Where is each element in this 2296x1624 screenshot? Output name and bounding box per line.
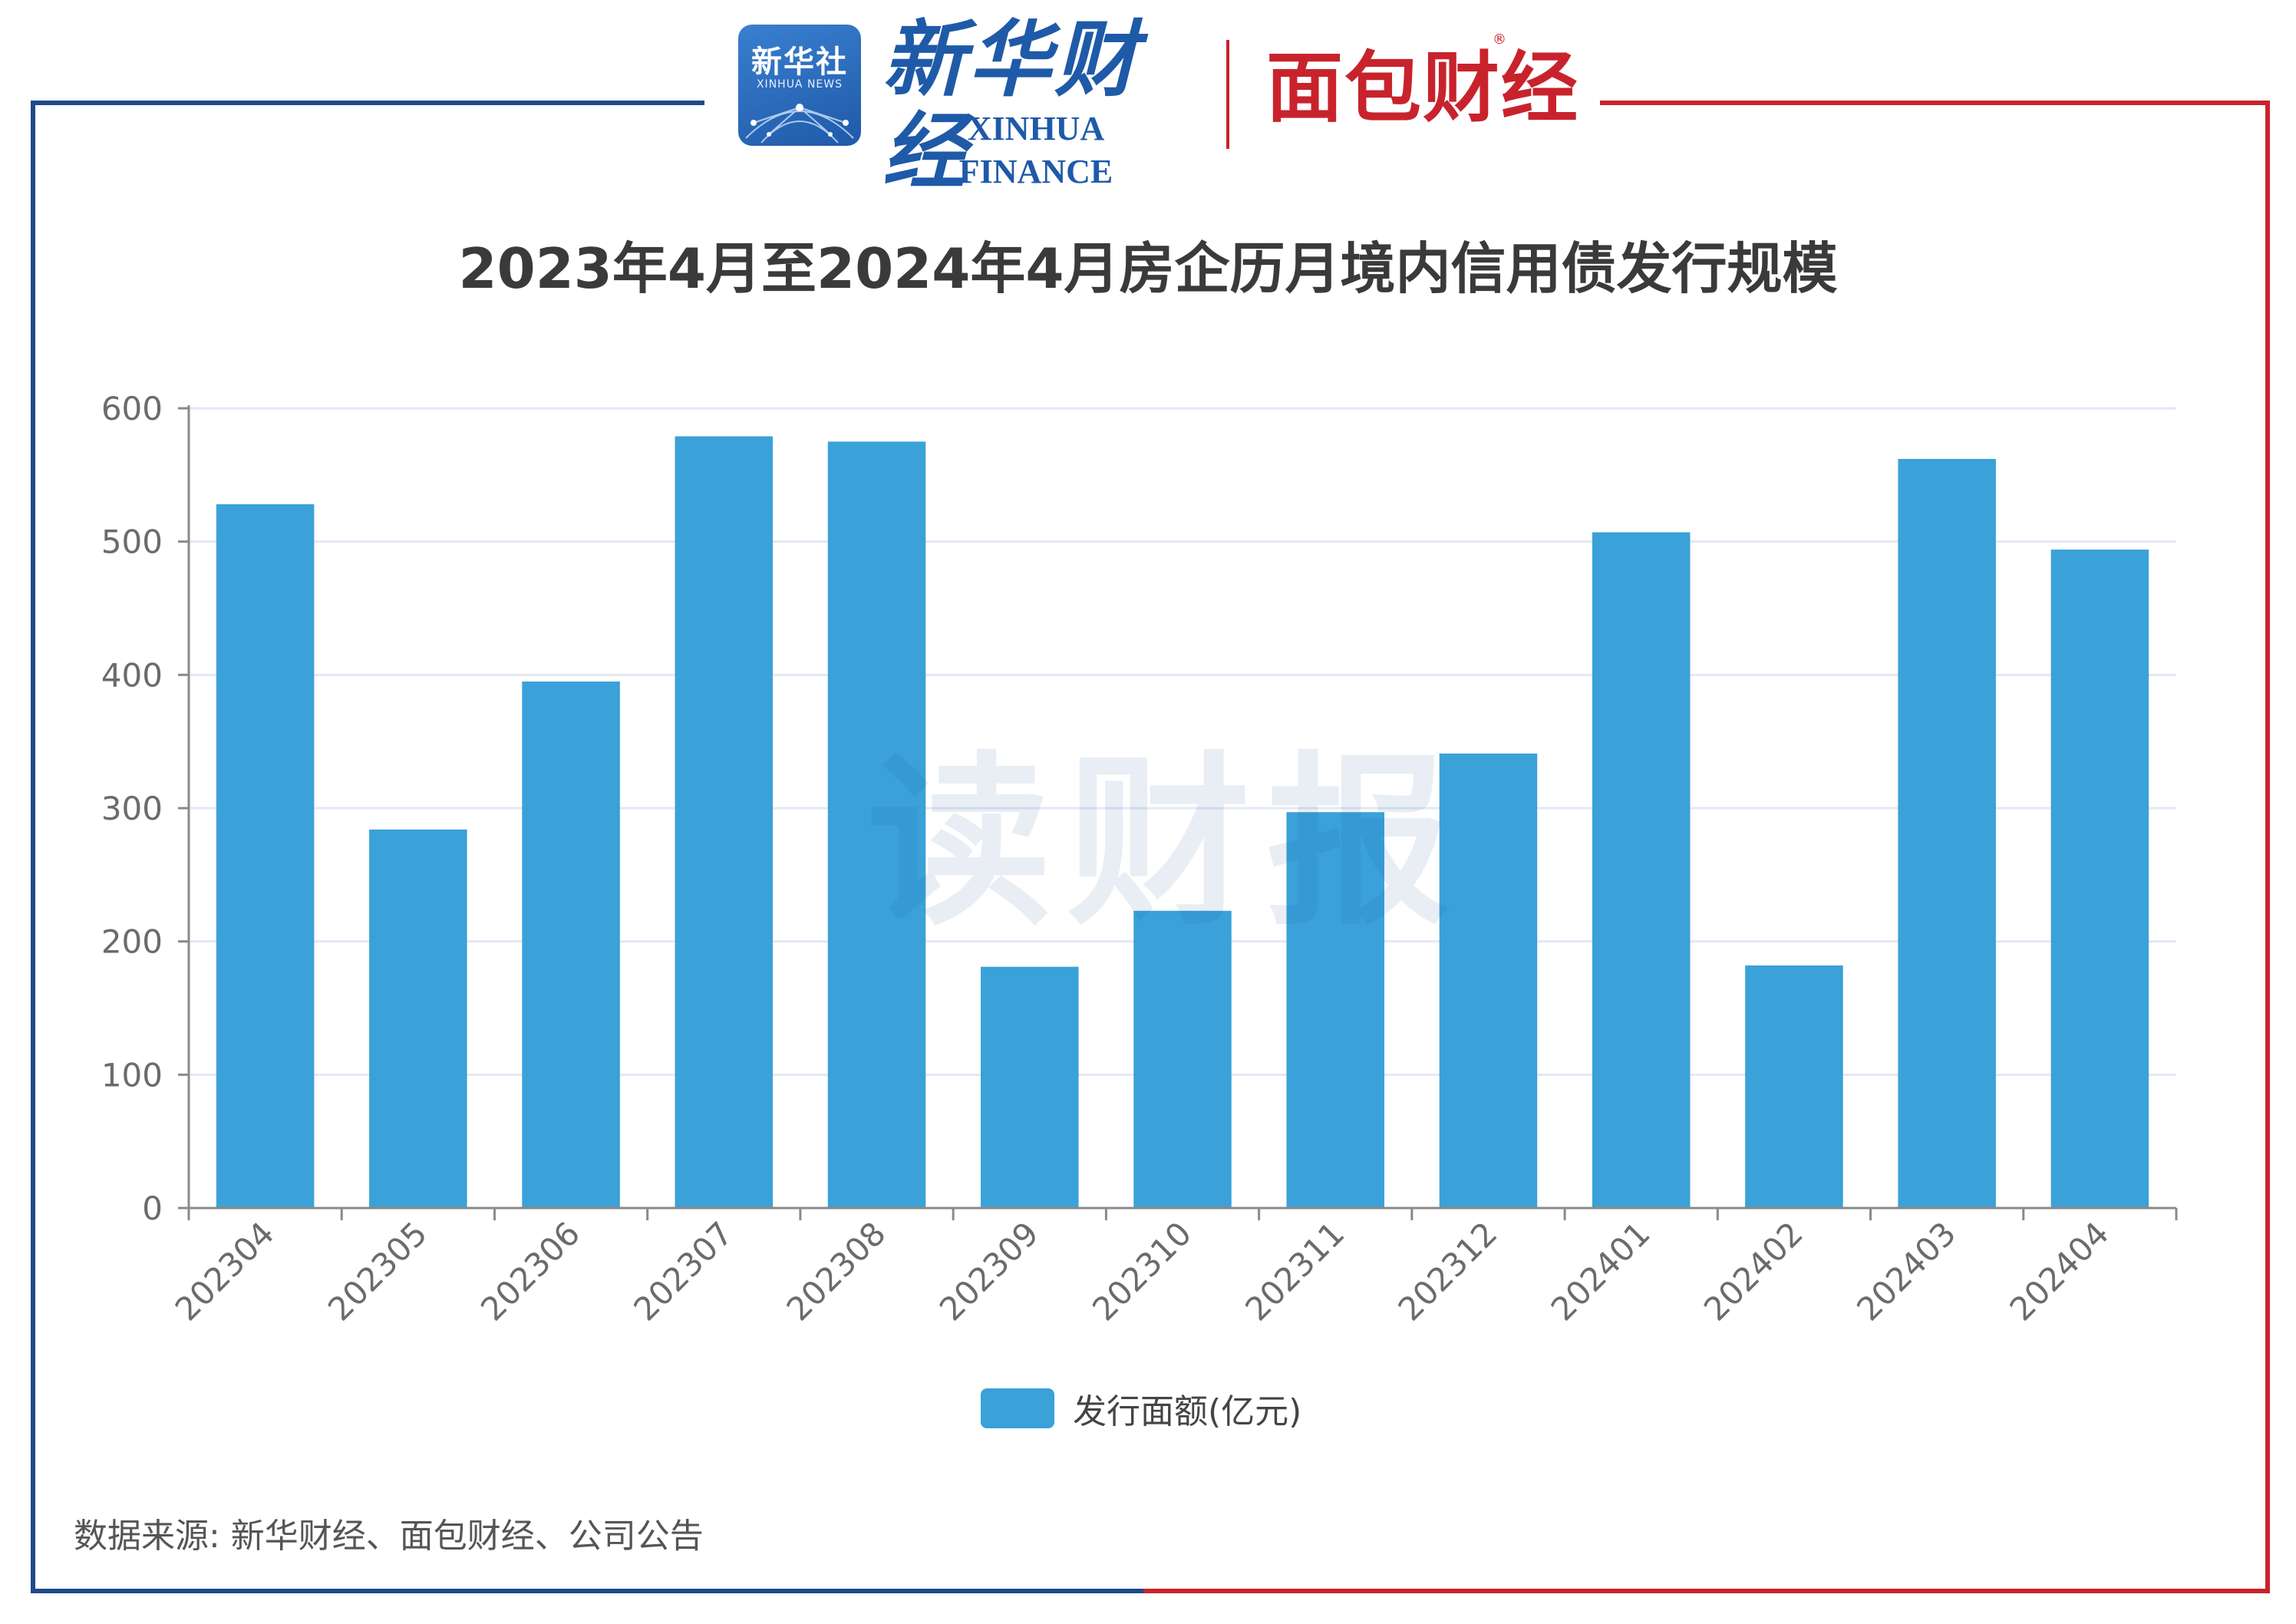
- logo-xinhua-text: 新华社: [751, 45, 848, 80]
- x-tick-label: 202310: [1085, 1214, 1199, 1328]
- bar-202403[interactable]: [1898, 458, 1996, 1208]
- bar-202311[interactable]: [1286, 812, 1384, 1208]
- y-tick-label: 400: [101, 656, 163, 694]
- x-tick-label: 202305: [321, 1214, 434, 1328]
- x-tick-label: 202304: [168, 1214, 282, 1328]
- axes: [187, 405, 2176, 1210]
- x-axis-ticks: 202304 202305 202306 202307 202308 202309 2023…: [168, 1208, 2178, 1328]
- mianbao-finance-logo: 面包财经: [1266, 43, 1579, 133]
- chart-title: 2023年4月至2024年4月房企历月境内信用债发行规模: [458, 236, 1838, 301]
- registered-mark: ®: [1493, 31, 1506, 48]
- x-tick-label: 202309: [932, 1214, 1046, 1328]
- legend-label: 发行面额(亿元): [1073, 1392, 1302, 1431]
- bar-202309[interactable]: [981, 966, 1079, 1208]
- x-tick-label: 202307: [626, 1214, 740, 1328]
- logo-xinhua-subtext: XINHUA NEWS: [756, 78, 843, 91]
- y-axis-ticks: 0 100 200 300 400 500 600: [101, 390, 189, 1227]
- y-tick-label: 600: [101, 390, 163, 427]
- xinhua-finance-logo-en: XINHUA FINANCE: [958, 110, 1113, 190]
- x-tick-label: 202308: [780, 1214, 893, 1328]
- xinhua-news-logo: 新华社 XINHUA NEWS: [738, 25, 861, 146]
- legend[interactable]: 发行面额(亿元): [981, 1384, 1301, 1433]
- bar-202401[interactable]: [1592, 532, 1691, 1208]
- y-tick-label: 0: [142, 1190, 163, 1227]
- legend-swatch: [981, 1388, 1054, 1428]
- x-tick-label: 202311: [1238, 1214, 1351, 1328]
- bar-202306[interactable]: [522, 682, 620, 1208]
- x-tick-label: 202306: [473, 1214, 587, 1328]
- y-tick-label: 300: [101, 790, 163, 827]
- bar-202312[interactable]: [1439, 753, 1538, 1208]
- x-tick-label: 202312: [1391, 1214, 1505, 1328]
- y-tick-label: 500: [101, 523, 163, 561]
- y-tick-label: 200: [101, 923, 163, 961]
- x-tick-label: 202402: [1697, 1214, 1810, 1328]
- data-source-note: 数据来源: 新华财经、面包财经、公司公告: [74, 1517, 704, 1556]
- bars: [216, 436, 2149, 1208]
- bar-202404[interactable]: [2050, 550, 2149, 1208]
- bar-202305[interactable]: [369, 829, 467, 1208]
- bar-202310[interactable]: [1133, 910, 1232, 1208]
- bar-202304[interactable]: [216, 504, 315, 1208]
- brand-divider: [1226, 40, 1229, 149]
- globe-network-icon: [745, 104, 854, 144]
- x-tick-label: 202404: [2002, 1214, 2116, 1328]
- x-tick-label: 202403: [1849, 1214, 1963, 1328]
- y-tick-label: 100: [101, 1056, 163, 1094]
- x-tick-label: 202401: [1544, 1214, 1658, 1328]
- bar-202307[interactable]: [675, 436, 774, 1208]
- bar-202402[interactable]: [1745, 965, 1843, 1208]
- xinhua-finance-logo-cn: 新华财经: [882, 12, 1141, 200]
- bar-202308[interactable]: [827, 441, 926, 1208]
